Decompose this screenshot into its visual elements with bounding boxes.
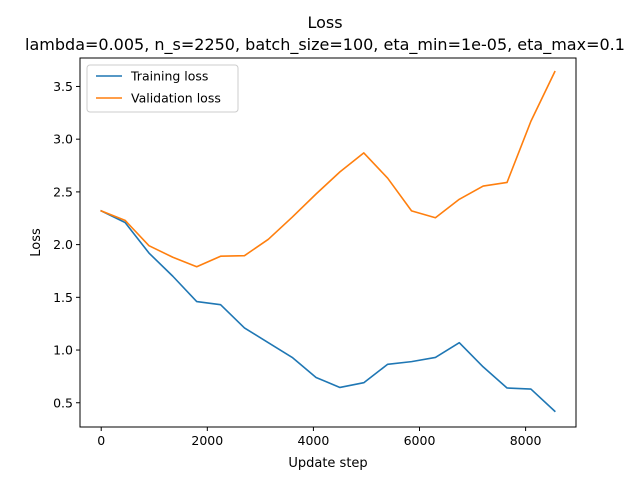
x-tick-label: 4000 xyxy=(298,433,330,448)
y-tick-label: 2.5 xyxy=(53,184,73,199)
y-tick-label: 3.5 xyxy=(53,79,73,94)
legend-label-validation: Validation loss xyxy=(131,91,221,106)
x-tick-label: 0 xyxy=(97,433,105,448)
x-axis-label: Update step xyxy=(288,456,367,471)
y-tick-label: 2.0 xyxy=(53,237,73,252)
x-tick-label: 6000 xyxy=(404,433,436,448)
y-tick-label: 0.5 xyxy=(53,395,73,410)
y-tick-label: 3.0 xyxy=(53,132,73,147)
y-axis-ticks: 0.5 1.0 1.5 2.0 2.5 3.0 3.5 xyxy=(53,79,80,410)
series-line-training xyxy=(100,209,556,413)
x-tick-label: 8000 xyxy=(510,433,542,448)
axes-frame xyxy=(79,57,577,428)
plot-area: 0 2000 4000 6000 8000 0.5 1.0 1.5 2.0 2.5 3.0 3.5 xyxy=(53,57,577,448)
series-line-validation xyxy=(100,70,556,268)
chart-subtitle: lambda=0.005, n_s=2250, batch_size=100, … xyxy=(25,35,625,55)
legend-box xyxy=(86,64,239,113)
x-axis-ticks: 0 2000 4000 6000 8000 xyxy=(97,427,542,448)
series-lines xyxy=(100,70,556,413)
y-tick-label: 1.5 xyxy=(53,290,73,305)
x-tick-label: 2000 xyxy=(191,433,223,448)
y-axis-label: Loss xyxy=(29,228,44,257)
y-tick-label: 1.0 xyxy=(53,343,73,358)
chart-title: Loss xyxy=(307,13,342,32)
legend-label-training: Training loss xyxy=(130,69,208,84)
legend: Training loss Validation loss xyxy=(86,64,239,113)
